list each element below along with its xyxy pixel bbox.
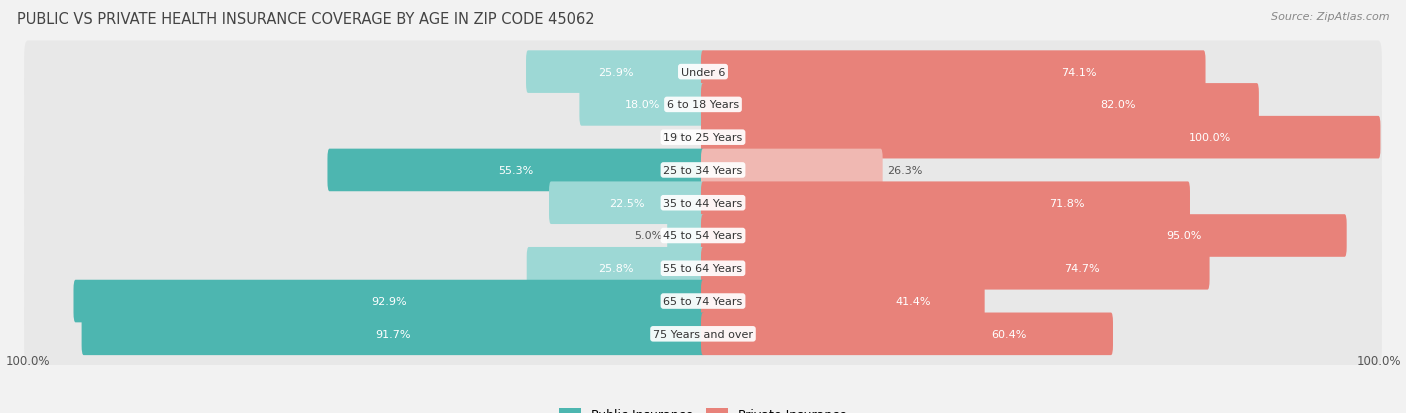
FancyBboxPatch shape <box>702 280 984 323</box>
FancyBboxPatch shape <box>526 51 704 94</box>
Text: 100.0%: 100.0% <box>6 354 49 367</box>
Text: 74.1%: 74.1% <box>1060 67 1097 77</box>
Text: 65 to 74 Years: 65 to 74 Years <box>664 297 742 306</box>
FancyBboxPatch shape <box>702 149 883 192</box>
Text: 25.8%: 25.8% <box>598 263 634 273</box>
Text: 91.7%: 91.7% <box>375 329 411 339</box>
Text: PUBLIC VS PRIVATE HEALTH INSURANCE COVERAGE BY AGE IN ZIP CODE 45062: PUBLIC VS PRIVATE HEALTH INSURANCE COVER… <box>17 12 595 27</box>
Text: 25 to 34 Years: 25 to 34 Years <box>664 166 742 176</box>
FancyBboxPatch shape <box>24 107 1382 169</box>
Legend: Public Insurance, Private Insurance: Public Insurance, Private Insurance <box>554 404 852 413</box>
Text: 100.0%: 100.0% <box>1357 354 1400 367</box>
Text: 18.0%: 18.0% <box>624 100 659 110</box>
FancyBboxPatch shape <box>702 51 1205 94</box>
FancyBboxPatch shape <box>24 41 1382 104</box>
Text: 55.3%: 55.3% <box>499 166 534 176</box>
FancyBboxPatch shape <box>668 215 704 257</box>
FancyBboxPatch shape <box>527 247 704 290</box>
Text: 82.0%: 82.0% <box>1101 100 1136 110</box>
FancyBboxPatch shape <box>702 84 1258 126</box>
Text: 6 to 18 Years: 6 to 18 Years <box>666 100 740 110</box>
FancyBboxPatch shape <box>24 172 1382 234</box>
Text: 26.3%: 26.3% <box>887 166 922 176</box>
FancyBboxPatch shape <box>24 270 1382 332</box>
Text: 5.0%: 5.0% <box>634 231 662 241</box>
Text: Under 6: Under 6 <box>681 67 725 77</box>
Text: 60.4%: 60.4% <box>991 329 1026 339</box>
FancyBboxPatch shape <box>24 205 1382 267</box>
Text: 45 to 54 Years: 45 to 54 Years <box>664 231 742 241</box>
FancyBboxPatch shape <box>73 280 704 323</box>
FancyBboxPatch shape <box>24 140 1382 202</box>
FancyBboxPatch shape <box>24 303 1382 365</box>
FancyBboxPatch shape <box>24 237 1382 300</box>
Text: Source: ZipAtlas.com: Source: ZipAtlas.com <box>1271 12 1389 22</box>
FancyBboxPatch shape <box>702 182 1189 225</box>
FancyBboxPatch shape <box>702 116 1381 159</box>
Text: 74.7%: 74.7% <box>1063 263 1099 273</box>
Text: 41.4%: 41.4% <box>896 297 931 306</box>
Text: 25.9%: 25.9% <box>598 67 633 77</box>
Text: 55 to 64 Years: 55 to 64 Years <box>664 263 742 273</box>
FancyBboxPatch shape <box>548 182 704 225</box>
FancyBboxPatch shape <box>24 74 1382 136</box>
Text: 19 to 25 Years: 19 to 25 Years <box>664 133 742 143</box>
Text: 92.9%: 92.9% <box>371 297 408 306</box>
Text: 0.0%: 0.0% <box>661 133 689 143</box>
Text: 100.0%: 100.0% <box>1188 133 1230 143</box>
Text: 35 to 44 Years: 35 to 44 Years <box>664 198 742 208</box>
Text: 22.5%: 22.5% <box>609 198 645 208</box>
FancyBboxPatch shape <box>579 84 704 126</box>
FancyBboxPatch shape <box>702 247 1209 290</box>
Text: 95.0%: 95.0% <box>1167 231 1202 241</box>
Text: 75 Years and over: 75 Years and over <box>652 329 754 339</box>
FancyBboxPatch shape <box>328 149 704 192</box>
FancyBboxPatch shape <box>82 313 704 355</box>
FancyBboxPatch shape <box>702 313 1114 355</box>
Text: 71.8%: 71.8% <box>1049 198 1084 208</box>
FancyBboxPatch shape <box>702 215 1347 257</box>
